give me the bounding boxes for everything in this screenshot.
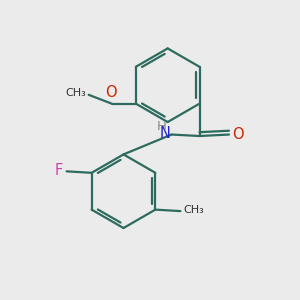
Text: H: H: [156, 120, 166, 133]
Text: O: O: [232, 127, 244, 142]
Text: CH₃: CH₃: [66, 88, 86, 98]
Text: O: O: [105, 85, 117, 100]
Text: F: F: [55, 163, 63, 178]
Text: N: N: [160, 127, 171, 142]
Text: CH₃: CH₃: [183, 205, 204, 215]
